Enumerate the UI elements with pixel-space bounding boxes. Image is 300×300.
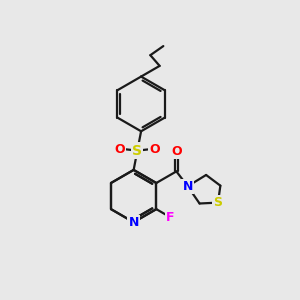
Text: O: O <box>115 142 125 156</box>
Text: S: S <box>214 196 223 209</box>
Text: S: S <box>132 144 142 158</box>
Text: F: F <box>166 211 175 224</box>
Text: O: O <box>171 145 182 158</box>
Text: N: N <box>182 180 193 193</box>
Text: O: O <box>149 142 160 156</box>
Text: N: N <box>128 216 139 229</box>
